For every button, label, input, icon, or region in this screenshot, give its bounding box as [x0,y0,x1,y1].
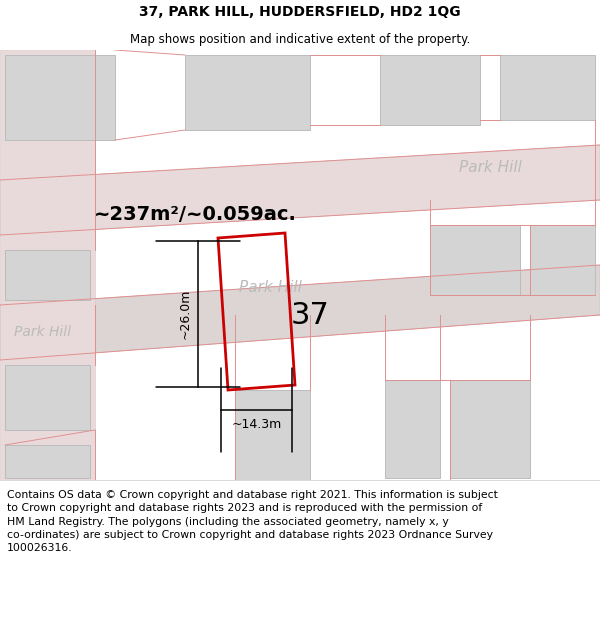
Polygon shape [235,390,310,480]
Polygon shape [530,225,595,295]
Polygon shape [5,445,90,478]
Text: Contains OS data © Crown copyright and database right 2021. This information is : Contains OS data © Crown copyright and d… [7,490,498,553]
Text: 37, PARK HILL, HUDDERSFIELD, HD2 1QG: 37, PARK HILL, HUDDERSFIELD, HD2 1QG [139,6,461,19]
Polygon shape [430,225,520,295]
Text: Map shows position and indicative extent of the property.: Map shows position and indicative extent… [130,34,470,46]
Text: Park Hill: Park Hill [458,161,521,176]
Text: ~26.0m: ~26.0m [179,289,191,339]
Polygon shape [5,250,90,300]
Polygon shape [0,50,95,480]
Polygon shape [5,365,90,430]
Polygon shape [500,55,595,120]
Text: ~237m²/~0.059ac.: ~237m²/~0.059ac. [94,206,296,224]
Polygon shape [0,145,600,235]
Polygon shape [5,55,115,140]
Text: ~14.3m: ~14.3m [232,419,281,431]
Polygon shape [385,380,440,478]
Text: Park Hill: Park Hill [14,325,71,339]
Polygon shape [450,380,530,478]
Polygon shape [185,55,310,130]
Text: Park Hill: Park Hill [239,281,301,296]
Text: 37: 37 [290,301,329,329]
Polygon shape [380,55,480,125]
Polygon shape [0,265,600,360]
